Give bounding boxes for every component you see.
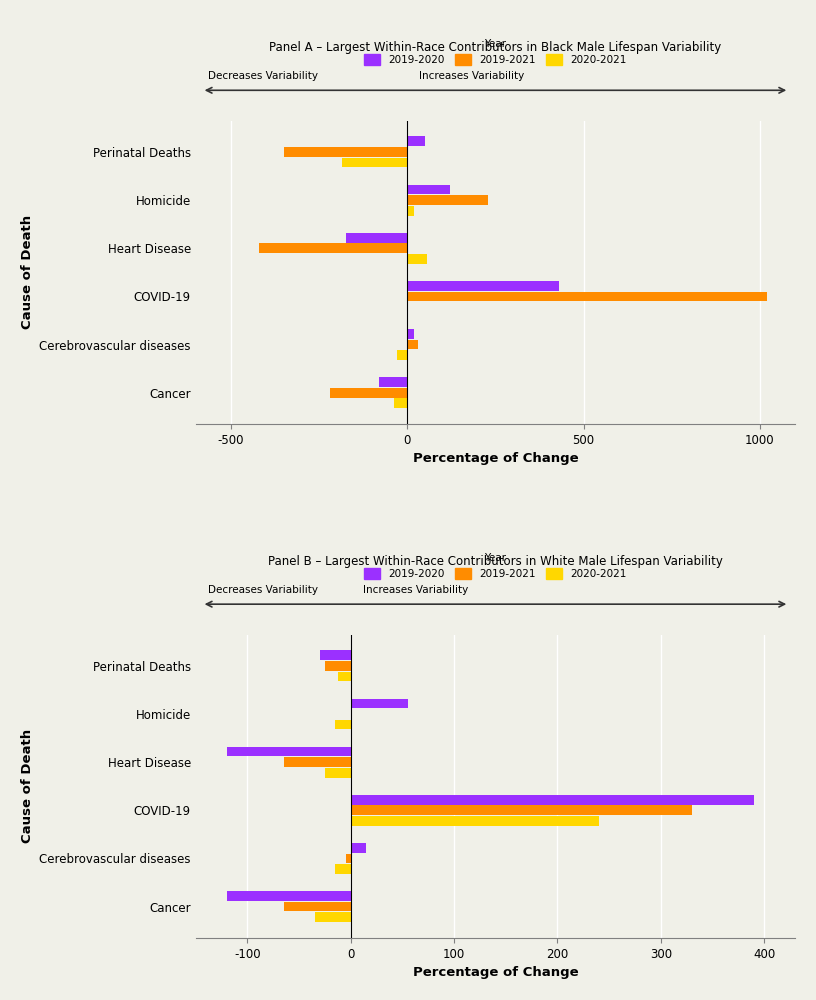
Text: Decreases Variability: Decreases Variability	[208, 71, 317, 81]
Bar	[325, 768, 351, 778]
Y-axis label: Cause of Death: Cause of Death	[21, 215, 33, 329]
X-axis label: Percentage of Change: Percentage of Change	[413, 966, 579, 979]
Bar	[342, 158, 407, 167]
Bar	[227, 747, 351, 756]
Bar	[407, 195, 489, 205]
Bar	[397, 350, 407, 360]
Bar	[346, 854, 351, 863]
Bar	[351, 699, 408, 708]
Bar	[320, 650, 351, 660]
Bar	[335, 720, 351, 729]
Title: Panel B – Largest Within-Race Contributors in White Male Lifespan Variability: Panel B – Largest Within-Race Contributo…	[268, 555, 723, 568]
Bar	[227, 891, 351, 901]
Bar	[259, 243, 407, 253]
Bar	[315, 912, 351, 922]
X-axis label: Percentage of Change: Percentage of Change	[413, 452, 579, 465]
Bar	[407, 329, 415, 339]
Title: Panel A – Largest Within-Race Contributors in Black Male Lifespan Variability: Panel A – Largest Within-Race Contributo…	[269, 41, 721, 54]
Text: Decreases Variability: Decreases Variability	[208, 585, 317, 595]
Bar	[351, 816, 599, 826]
Legend: 2019-2020, 2019-2021, 2020-2021: 2019-2020, 2019-2021, 2020-2021	[361, 35, 631, 69]
Bar	[351, 843, 366, 853]
Bar	[379, 377, 407, 387]
Bar	[284, 757, 351, 767]
Bar	[330, 388, 407, 398]
Bar	[325, 661, 351, 671]
Bar	[407, 281, 559, 291]
Bar	[407, 340, 418, 349]
Bar	[407, 206, 414, 216]
Bar	[407, 292, 767, 301]
Legend: 2019-2020, 2019-2021, 2020-2021: 2019-2020, 2019-2021, 2020-2021	[361, 549, 631, 583]
Bar	[346, 233, 407, 243]
Text: Increases Variability: Increases Variability	[419, 71, 525, 81]
Bar	[335, 864, 351, 874]
Bar	[407, 254, 427, 264]
Bar	[407, 185, 450, 194]
Bar	[407, 136, 425, 146]
Bar	[351, 805, 692, 815]
Bar	[284, 147, 407, 157]
Text: Increases Variability: Increases Variability	[363, 585, 468, 595]
Bar	[284, 902, 351, 911]
Bar	[339, 672, 351, 681]
Bar	[394, 398, 407, 408]
Bar	[351, 795, 754, 805]
Y-axis label: Cause of Death: Cause of Death	[21, 729, 33, 843]
